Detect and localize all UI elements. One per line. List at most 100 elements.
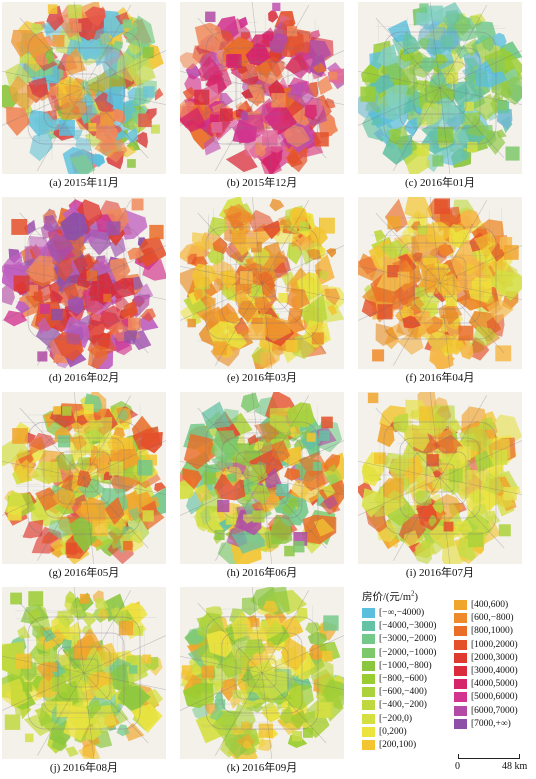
legend-label: [6000,7000) xyxy=(471,705,518,716)
map-panel-i: (i) 2016年07月 xyxy=(358,392,522,579)
choropleth-map xyxy=(180,197,344,369)
map-caption: (d) 2016年02月 xyxy=(48,372,120,384)
legend-item: [3000,4000) xyxy=(454,665,518,677)
legend-label: [−400,−200) xyxy=(379,700,427,711)
legend-label: [7000,+∞) xyxy=(471,718,511,729)
map-panel-h: (h) 2016年06月 xyxy=(180,392,344,579)
choropleth-map xyxy=(2,197,166,369)
legend-item: [−4000,−3000) xyxy=(362,620,436,632)
legend-swatch xyxy=(362,608,375,618)
legend-swatch xyxy=(454,718,467,729)
legend-label: [−4000,−3000) xyxy=(379,621,437,632)
legend-label: [−3000,−2000) xyxy=(379,634,437,645)
choropleth-map xyxy=(358,2,522,174)
choropleth-map xyxy=(180,392,344,564)
legend-swatch xyxy=(454,705,467,716)
legend-label: [−1000,−800) xyxy=(379,660,432,671)
legend-swatch xyxy=(362,700,375,711)
legend-item: [−1000,−800) xyxy=(362,660,432,672)
legend-label: [1000,2000) xyxy=(471,639,518,650)
legend-swatch xyxy=(362,634,375,645)
legend-swatch xyxy=(454,613,467,624)
choropleth-map xyxy=(358,392,522,564)
legend-swatch xyxy=(362,713,375,724)
legend-swatch xyxy=(454,666,467,676)
legend-swatch xyxy=(454,626,467,637)
scale-zero-label: 0 xyxy=(455,761,460,772)
legend-title: 房价/(元/m2) xyxy=(362,589,418,604)
map-panel-f: (f) 2016年04月 xyxy=(358,197,522,384)
scale-bar: 0 48 km xyxy=(455,744,528,774)
map-caption: (h) 2016年06月 xyxy=(226,567,298,579)
map-caption: (f) 2016年04月 xyxy=(405,372,475,384)
legend-item: [400,600) xyxy=(454,599,508,611)
map-caption: (a) 2015年11月 xyxy=(49,177,119,189)
map-caption: (e) 2016年03月 xyxy=(227,372,297,384)
map-caption: (b) 2015年12月 xyxy=(226,177,298,189)
legend-item: [−400,−200) xyxy=(362,699,427,711)
legend-label: [3000,4000) xyxy=(471,666,518,676)
legend-item: [−800,−600) xyxy=(362,673,427,685)
choropleth-map xyxy=(2,587,166,759)
legend-item: [−200,0) xyxy=(362,713,412,725)
map-caption: (g) 2016年05月 xyxy=(48,567,120,579)
legend-item: [2000,3000) xyxy=(454,652,518,664)
legend-swatch xyxy=(362,674,375,684)
legend-swatch xyxy=(454,679,467,690)
legend-label: [−2000,−1000) xyxy=(379,647,437,658)
legend-item: [200,100) xyxy=(362,739,416,751)
scale-max-label: 48 km xyxy=(502,761,528,772)
legend-swatch xyxy=(362,660,375,671)
map-caption: (k) 2016年09月 xyxy=(226,762,298,774)
map-panel-e: (e) 2016年03月 xyxy=(180,197,344,384)
choropleth-map xyxy=(2,392,166,564)
map-panel-b: (b) 2015年12月 xyxy=(180,2,344,189)
legend-swatch xyxy=(454,692,467,703)
choropleth-map xyxy=(2,2,166,174)
map-panel-d: (d) 2016年02月 xyxy=(2,197,166,384)
legend-label: [400,600) xyxy=(471,600,509,610)
legend-item: [6000,7000) xyxy=(454,705,518,717)
legend-item: [−2000,−1000) xyxy=(362,647,436,659)
legend-label: [−∞,−4000) xyxy=(379,608,425,618)
legend-label: [600,−800) xyxy=(471,613,514,624)
map-caption: (i) 2016年07月 xyxy=(405,567,475,579)
legend-swatch xyxy=(362,647,375,658)
legend-item: [−600,−400) xyxy=(362,686,427,698)
legend-swatch xyxy=(454,652,467,663)
map-panel-g: (g) 2016年05月 xyxy=(2,392,166,579)
legend-label: [0,200) xyxy=(379,726,407,737)
map-caption: (c) 2016年01月 xyxy=(405,177,475,189)
legend-item: [1000,2000) xyxy=(454,639,518,651)
legend: 房价/(元/m2) [−∞,−4000) [−4000,−3000) [−3000,… xyxy=(362,589,532,775)
choropleth-map xyxy=(358,197,522,369)
legend-item: [−3000,−2000) xyxy=(362,633,436,645)
map-caption: (j) 2016年08月 xyxy=(49,762,119,774)
map-panel-k: (k) 2016年09月 xyxy=(180,587,344,774)
choropleth-map xyxy=(180,587,344,759)
map-panel-j: (j) 2016年08月 xyxy=(2,587,166,774)
legend-swatch xyxy=(362,740,375,750)
legend-label: [5000,6000) xyxy=(471,692,518,703)
map-panel-c: (c) 2016年01月 xyxy=(358,2,522,189)
legend-label: [800,1000) xyxy=(471,626,513,637)
legend-label: [−200,0) xyxy=(379,713,413,724)
legend-item: [800,1000) xyxy=(454,625,513,637)
map-panel-a: (a) 2015年11月 xyxy=(2,2,166,189)
legend-label: [2000,3000) xyxy=(471,652,518,663)
legend-swatch xyxy=(362,726,375,737)
legend-item: [0,200) xyxy=(362,726,407,738)
legend-label: [−600,−400) xyxy=(379,687,427,698)
choropleth-map xyxy=(180,2,344,174)
legend-swatch xyxy=(454,639,467,650)
legend-label: [4000,5000) xyxy=(471,679,518,690)
legend-label: [200,100) xyxy=(379,740,417,750)
legend-item: [600,−800) xyxy=(454,612,514,624)
legend-item: [−∞,−4000) xyxy=(362,607,424,619)
legend-item: [7000,+∞) xyxy=(454,718,511,730)
legend-swatch xyxy=(362,687,375,698)
legend-item: [4000,5000) xyxy=(454,678,518,690)
legend-label: [−800,−600) xyxy=(379,674,427,684)
legend-swatch xyxy=(362,621,375,632)
legend-swatch xyxy=(454,600,467,610)
